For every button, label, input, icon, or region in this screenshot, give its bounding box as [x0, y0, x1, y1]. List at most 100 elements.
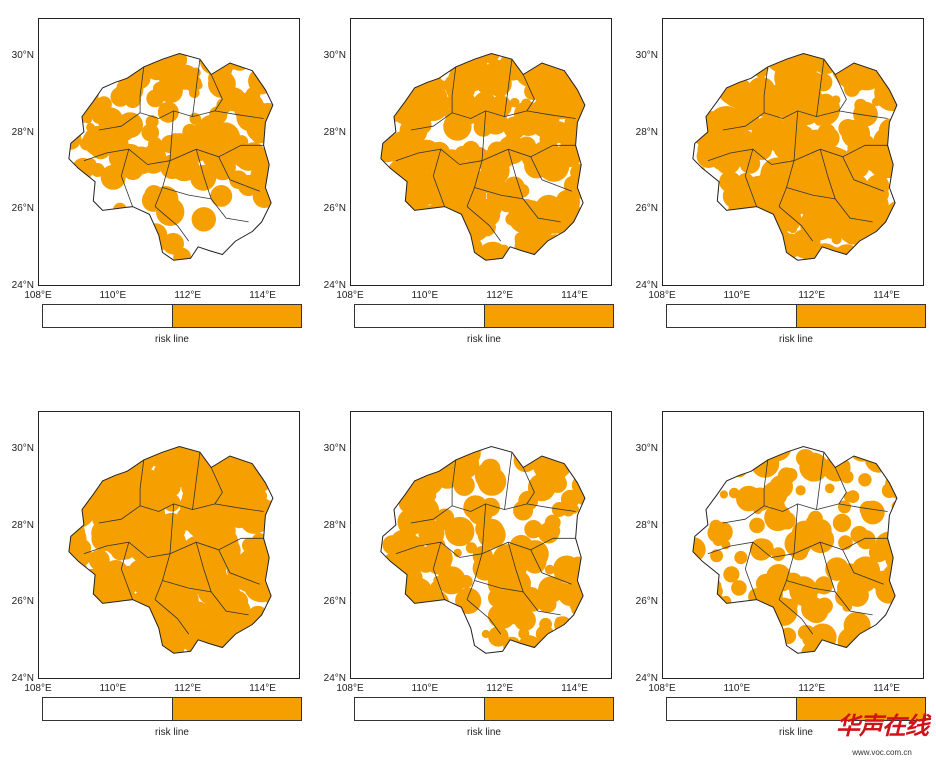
lat-tick-label: 24°N	[635, 280, 658, 291]
colorbar-label: risk line	[779, 727, 813, 738]
map-frame	[350, 411, 612, 679]
prefecture-boundary	[154, 599, 190, 635]
lon-tick-label: 108°E	[24, 290, 52, 301]
prefecture-boundary	[722, 110, 888, 131]
watermark-title: 华声在线	[836, 711, 929, 740]
watermark-url: www.voc.com.cn	[852, 748, 912, 757]
lon-tick-label: 108°E	[648, 683, 676, 694]
prefecture-boundary	[451, 66, 457, 113]
colorbar-safe-segment	[43, 698, 172, 720]
prefecture-boundary	[507, 542, 561, 616]
prefecture-boundary	[763, 459, 769, 506]
lat-tick-label: 26°N	[11, 203, 34, 215]
prefecture-boundary	[786, 580, 836, 593]
lat-tick-label: 30°N	[323, 443, 346, 455]
prefecture-boundary	[842, 549, 884, 585]
province-outline	[380, 445, 586, 654]
lat-tick-label: 28°N	[323, 126, 346, 138]
prefecture-boundary	[154, 503, 175, 600]
prefecture-boundary	[218, 549, 260, 585]
lon-tick-label: 114°E	[873, 683, 900, 694]
prefecture-boundary	[195, 542, 249, 616]
risk-map	[68, 445, 274, 654]
prefecture-boundary	[139, 66, 145, 113]
colorbar-label: risk line	[155, 334, 189, 345]
lat-tick-label: 28°N	[11, 519, 34, 531]
lat-tick-label: 30°N	[11, 50, 34, 62]
lon-tick-label: 110°E	[723, 683, 751, 694]
prefecture-boundary	[530, 549, 572, 585]
prefecture-boundary	[522, 74, 535, 112]
lat-tick-label: 26°N	[11, 596, 34, 608]
prefecture-boundary	[432, 149, 445, 207]
prefecture-boundary	[819, 542, 873, 616]
colorbar-risk-segment	[795, 698, 925, 720]
risk-area	[380, 53, 585, 261]
lon-tick-label: 112°E	[798, 683, 826, 694]
colorbar-risk-segment	[795, 305, 925, 327]
lon-tick-label: 112°E	[174, 683, 202, 694]
lat-tick-label: 28°N	[635, 126, 658, 138]
colorbar-label: risk line	[779, 334, 813, 345]
colorbar-label: risk line	[467, 334, 501, 345]
lat-tick-label: 26°N	[635, 203, 658, 215]
prefecture-boundary	[763, 66, 769, 113]
lat-tick-label: 30°N	[635, 443, 658, 455]
prefecture-boundary	[210, 74, 223, 112]
prefecture-boundary	[162, 580, 212, 593]
lon-tick-label: 112°E	[174, 290, 202, 301]
lon-tick-label: 108°E	[336, 683, 364, 694]
prefecture-boundary	[722, 503, 888, 524]
risk-map	[68, 52, 274, 261]
colorbar-risk-segment	[483, 305, 613, 327]
lon-tick-label: 112°E	[486, 290, 514, 301]
prefecture-boundary	[410, 110, 576, 131]
map-frame	[38, 411, 300, 679]
prefecture-boundary	[154, 206, 190, 242]
map-frame	[662, 18, 924, 286]
lon-tick-label: 110°E	[723, 290, 751, 301]
prefecture-boundary	[778, 599, 814, 635]
map-panel-p4: 30°N 28°N 26°N 24°N 108°E 110°E 112°E 114°E risk…	[0, 393, 302, 768]
prefecture-boundary	[778, 206, 814, 242]
map-panel-p6: 30°N 28°N 26°N 24°N 108°E 110°E 112°E 114°E risk…	[624, 393, 926, 768]
lat-tick-label: 28°N	[635, 519, 658, 531]
colorbar	[42, 304, 302, 328]
lon-tick-label: 112°E	[798, 290, 826, 301]
province-outline	[380, 52, 586, 261]
map-panel-p2: 30°N 28°N 26°N 24°N 108°E 110°E 112°E 114°E risk…	[312, 0, 614, 375]
colorbar-safe-segment	[43, 305, 172, 327]
prefecture-boundary	[410, 503, 576, 524]
colorbar-label: risk line	[155, 727, 189, 738]
watermark-logo: 华声在线 www.voc.com.cn	[830, 706, 934, 766]
prefecture-boundary	[816, 59, 825, 117]
risk-area	[692, 53, 897, 261]
colorbar	[666, 697, 926, 721]
lon-tick-label: 110°E	[411, 290, 439, 301]
prefecture-boundary	[522, 467, 535, 505]
prefecture-boundary	[819, 149, 873, 223]
prefecture-boundary	[210, 467, 223, 505]
prefecture-boundary	[466, 110, 487, 207]
lon-tick-label: 114°E	[873, 290, 900, 301]
colorbar-safe-segment	[355, 305, 484, 327]
lat-tick-label: 24°N	[11, 673, 34, 684]
lon-tick-label: 108°E	[648, 290, 676, 301]
prefecture-boundary	[474, 580, 524, 593]
prefecture-boundary	[139, 459, 145, 506]
map-frame	[38, 18, 300, 286]
lat-tick-label: 24°N	[635, 673, 658, 684]
lat-tick-label: 26°N	[323, 596, 346, 608]
prefecture-boundary	[474, 187, 524, 200]
colorbar-label: risk line	[467, 727, 501, 738]
prefecture-boundary	[120, 149, 133, 207]
colorbar	[354, 697, 614, 721]
colorbar-safe-segment	[355, 698, 484, 720]
lon-tick-label: 112°E	[486, 683, 514, 694]
lat-tick-label: 30°N	[11, 443, 34, 455]
prefecture-boundary	[192, 59, 201, 117]
colorbar	[42, 697, 302, 721]
prefecture-boundary	[218, 156, 260, 192]
lon-tick-label: 110°E	[99, 290, 127, 301]
prefecture-boundary	[786, 187, 836, 200]
